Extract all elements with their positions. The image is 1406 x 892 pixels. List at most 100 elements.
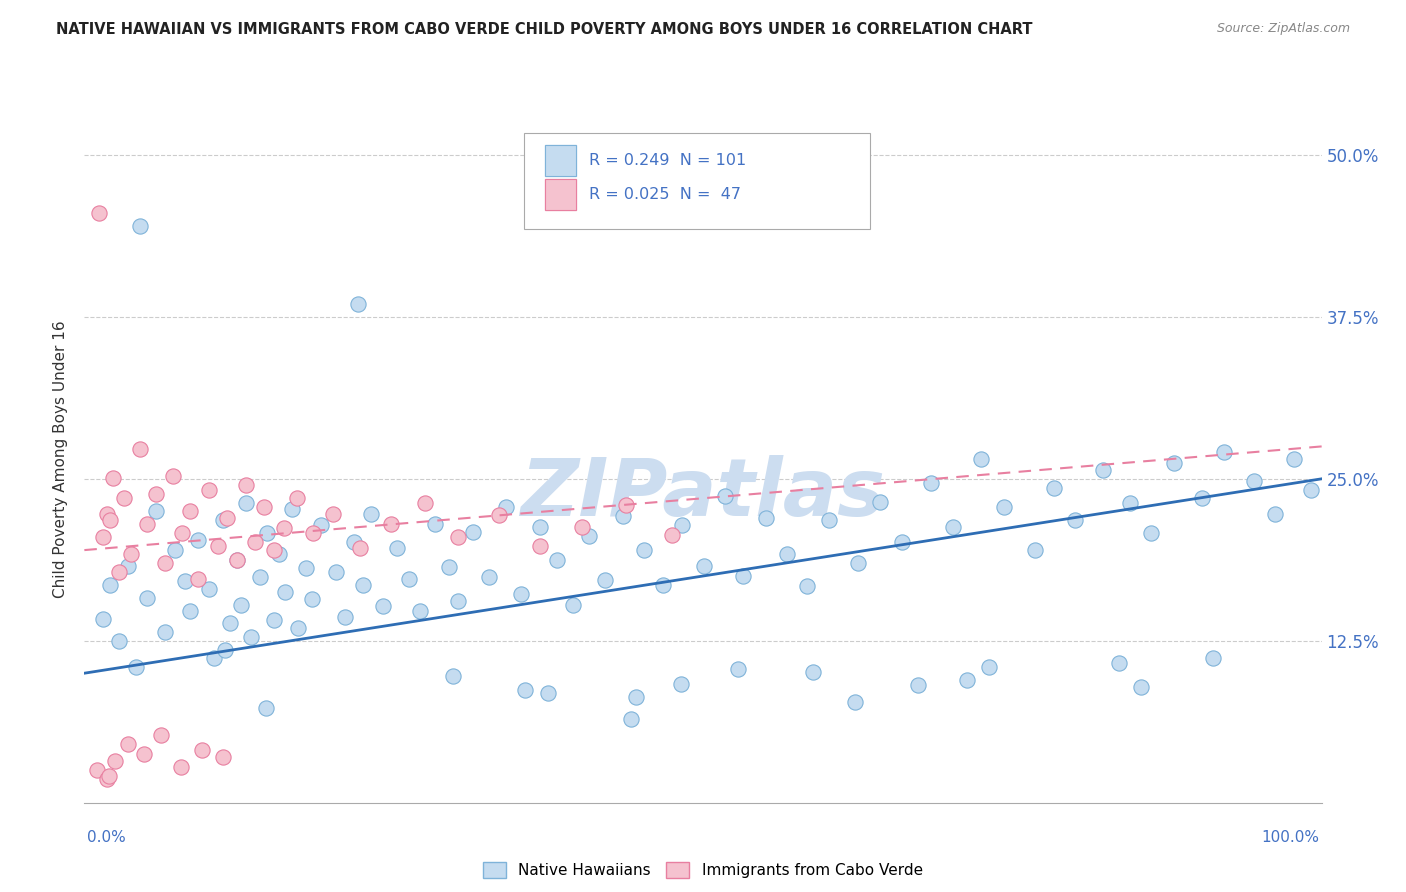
Point — [136, 517, 159, 532]
Point — [191, 742, 214, 756]
Point — [408, 604, 430, 618]
Point — [447, 530, 470, 544]
Point — [129, 442, 152, 456]
Point — [98, 768, 121, 782]
Point — [818, 513, 841, 527]
Point — [163, 543, 186, 558]
Point — [1108, 656, 1130, 670]
Point — [478, 570, 501, 584]
Point — [263, 613, 285, 627]
Point — [1119, 496, 1142, 510]
Point — [212, 750, 235, 764]
Point — [398, 572, 420, 586]
FancyBboxPatch shape — [523, 133, 870, 229]
Bar — [544, 145, 575, 176]
Point — [263, 543, 285, 558]
Point — [96, 772, 118, 787]
Point — [267, 547, 290, 561]
Point — [202, 650, 225, 665]
Point — [285, 491, 308, 506]
Point — [1140, 526, 1163, 541]
Point — [104, 755, 127, 769]
Point — [513, 683, 536, 698]
Point — [145, 487, 167, 501]
Point — [145, 504, 167, 518]
Point — [633, 543, 655, 558]
Point — [98, 578, 121, 592]
Point — [309, 518, 332, 533]
Point — [322, 507, 344, 521]
Point — [179, 504, 201, 518]
Point — [801, 665, 824, 679]
Point — [274, 584, 297, 599]
Point — [162, 469, 184, 483]
Point — [360, 507, 382, 521]
Point — [593, 573, 616, 587]
Point — [207, 539, 229, 553]
Point — [1064, 513, 1087, 527]
Point — [91, 530, 114, 544]
Point — [1202, 650, 1225, 665]
Point — [661, 527, 683, 541]
Point — [671, 518, 693, 533]
Point — [529, 520, 551, 534]
Point — [529, 539, 551, 553]
Point — [225, 553, 247, 567]
Point — [335, 610, 357, 624]
Point — [755, 510, 778, 524]
Bar — [544, 179, 575, 211]
Point — [1043, 481, 1066, 495]
Point — [150, 728, 173, 742]
Point — [198, 582, 221, 596]
Point — [287, 621, 309, 635]
Point — [91, 612, 114, 626]
Text: 100.0%: 100.0% — [1261, 830, 1319, 845]
Point — [214, 643, 236, 657]
Point — [215, 510, 238, 524]
Point — [281, 501, 304, 516]
Text: Source: ZipAtlas.com: Source: ZipAtlas.com — [1216, 22, 1350, 36]
Point — [225, 553, 247, 567]
Point — [235, 478, 257, 492]
Text: 0.0%: 0.0% — [87, 830, 127, 845]
Point — [970, 452, 993, 467]
Bar — [544, 179, 575, 211]
Point — [212, 513, 235, 527]
Point — [920, 475, 942, 490]
Point — [846, 556, 869, 570]
Point — [129, 219, 152, 233]
Point — [108, 565, 131, 579]
Point — [669, 676, 692, 690]
Text: R = 0.249  N = 101: R = 0.249 N = 101 — [589, 153, 747, 168]
Point — [117, 738, 139, 752]
Point — [977, 659, 1000, 673]
Point — [447, 593, 470, 607]
Point — [510, 587, 533, 601]
Point — [727, 662, 749, 676]
Point — [96, 507, 118, 521]
Point — [1024, 543, 1046, 558]
Point — [170, 759, 193, 773]
Point — [101, 470, 124, 484]
Point — [413, 496, 436, 510]
Point — [120, 547, 142, 561]
Point — [1130, 681, 1153, 695]
Point — [624, 690, 647, 704]
Point — [187, 533, 209, 547]
Point — [173, 574, 195, 589]
Point — [495, 500, 517, 515]
Point — [253, 500, 276, 515]
Text: ZIPatlas: ZIPatlas — [520, 455, 886, 533]
Point — [891, 535, 914, 549]
Point — [955, 673, 977, 687]
Point — [1212, 444, 1234, 458]
Point — [380, 517, 402, 532]
Point — [108, 633, 131, 648]
Point — [776, 547, 799, 561]
Y-axis label: Child Poverty Among Boys Under 16: Child Poverty Among Boys Under 16 — [53, 320, 69, 599]
Point — [301, 592, 323, 607]
Point — [349, 541, 371, 555]
Point — [352, 578, 374, 592]
Point — [571, 520, 593, 534]
Point — [249, 570, 271, 584]
